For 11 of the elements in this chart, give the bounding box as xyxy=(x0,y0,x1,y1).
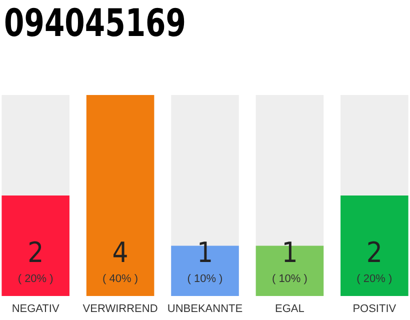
x-tick-label: NEGATIV xyxy=(12,303,60,315)
data-label: 2 ( 20% ) xyxy=(18,236,54,285)
x-tick-label: VERWIRREND xyxy=(82,303,158,315)
x-tick-label: EGAL xyxy=(275,303,304,315)
x-tick-label: UNBEKANNTE xyxy=(167,303,243,315)
data-label: 1 ( 10% ) xyxy=(272,236,308,285)
data-label: 2 ( 20% ) xyxy=(356,236,392,285)
data-label: 1 ( 10% ) xyxy=(187,236,223,285)
x-tick-label: POSITIV xyxy=(352,303,397,315)
data-label: 4 ( 40% ) xyxy=(102,236,138,285)
chart-title: 094045169 xyxy=(4,1,242,45)
